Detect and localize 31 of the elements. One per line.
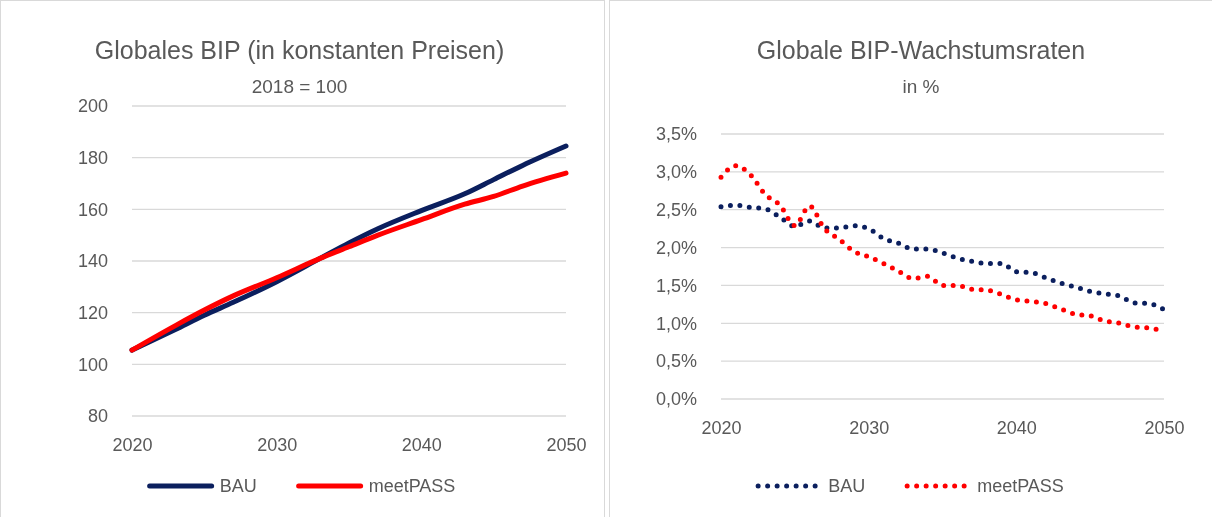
chart-subtitle: in % [902, 76, 940, 97]
x-tick-label: 2040 [401, 434, 442, 455]
y-tick-label: 1,5% [655, 275, 697, 296]
y-tick-label: 3,5% [655, 124, 697, 145]
chart-subtitle: 2018 = 100 [251, 76, 348, 97]
x-tick-label: 2030 [849, 417, 890, 438]
y-tick-label: 2,5% [655, 199, 697, 220]
legend-label: BAU [828, 476, 866, 496]
x-tick-label: 2050 [546, 434, 587, 455]
x-tick-label: 2050 [1144, 417, 1185, 438]
y-tick-label: 120 [77, 302, 108, 323]
legend-label: meetPASS [977, 476, 1064, 496]
legend-label: BAU [219, 476, 257, 496]
y-tick-label: 80 [87, 406, 108, 427]
x-tick-label: 2020 [112, 434, 153, 455]
y-tick-label: 2,0% [655, 237, 697, 258]
legend-label: meetPASS [368, 476, 456, 496]
y-tick-label: 3,0% [655, 162, 697, 183]
chart-title: Globales BIP (in konstanten Preisen) [94, 36, 505, 64]
y-tick-label: 200 [77, 96, 108, 117]
y-tick-label: 0,0% [655, 389, 697, 410]
y-tick-label: 100 [77, 354, 108, 375]
y-tick-label: 1,0% [655, 313, 697, 334]
x-tick-label: 2030 [257, 434, 298, 455]
x-tick-label: 2020 [701, 417, 742, 438]
y-tick-label: 180 [77, 147, 108, 168]
y-tick-label: 140 [77, 251, 108, 272]
chart-title: Globale BIP-Wachstumsraten [756, 36, 1086, 64]
y-tick-label: 0,5% [655, 351, 697, 372]
y-tick-label: 160 [77, 199, 108, 220]
x-tick-label: 2040 [996, 417, 1037, 438]
